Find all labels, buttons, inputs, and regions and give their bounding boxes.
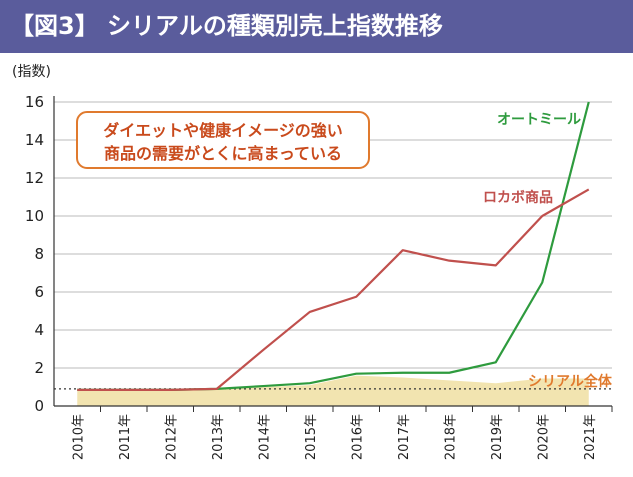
y-tick-label-8: 8 — [34, 245, 44, 263]
y-tick-label-12: 12 — [25, 169, 44, 187]
annotation-line-1: ダイエットや健康イメージの強い — [103, 121, 343, 140]
x-tick-label-6: 2016年 — [350, 414, 365, 460]
x-tick-label-11: 2021年 — [583, 414, 598, 460]
area-layer — [77, 375, 589, 406]
y-tick-label-10: 10 — [25, 207, 44, 225]
y-axis-unit-label: (指数) — [12, 64, 51, 80]
y-tick-label-2: 2 — [34, 359, 44, 377]
series-label-low-carb: ロカボ商品 — [483, 189, 553, 206]
x-tick-label-2: 2012年 — [164, 414, 179, 460]
y-tick-label-14: 14 — [25, 131, 44, 149]
x-tick-label-4: 2014年 — [257, 414, 272, 460]
series-label-oatmeal: オートミール — [497, 112, 581, 128]
series-line-1 — [77, 188, 590, 391]
x-tick-label-0: 2010年 — [71, 414, 86, 460]
x-tick-label-7: 2017年 — [397, 414, 412, 460]
series-lines — [77, 101, 590, 391]
y-tick-label-0: 0 — [34, 397, 44, 415]
annotation-line-2: 商品の需要がとくに高まっている — [104, 144, 342, 163]
x-tick-label-5: 2015年 — [304, 414, 319, 460]
y-tick-label-6: 6 — [34, 283, 44, 301]
x-tick-label-3: 2013年 — [211, 414, 226, 460]
series-label-cereal-total: シリアル全体 — [528, 373, 613, 390]
annotation-box — [76, 111, 370, 169]
series-area-2 — [77, 375, 589, 406]
y-tick-label-4: 4 — [34, 321, 44, 339]
x-tick-label-8: 2018年 — [443, 414, 458, 460]
y-tick-labels: 0 2 4 6 8 10 12 14 16 — [25, 93, 44, 415]
axes — [53, 96, 613, 412]
x-tick-label-9: 2019年 — [490, 414, 505, 460]
x-tick-label-10: 2020年 — [536, 414, 551, 460]
x-tick-label-1: 2011年 — [118, 414, 133, 460]
chart-title: 【図3】 シリアルの種類別売上指数推移 — [0, 0, 633, 53]
x-tick-labels: 2010年 2011年 2012年 2013年 2014年 2015年 2016年 2017年… — [71, 414, 598, 460]
y-tick-label-16: 16 — [25, 93, 44, 111]
